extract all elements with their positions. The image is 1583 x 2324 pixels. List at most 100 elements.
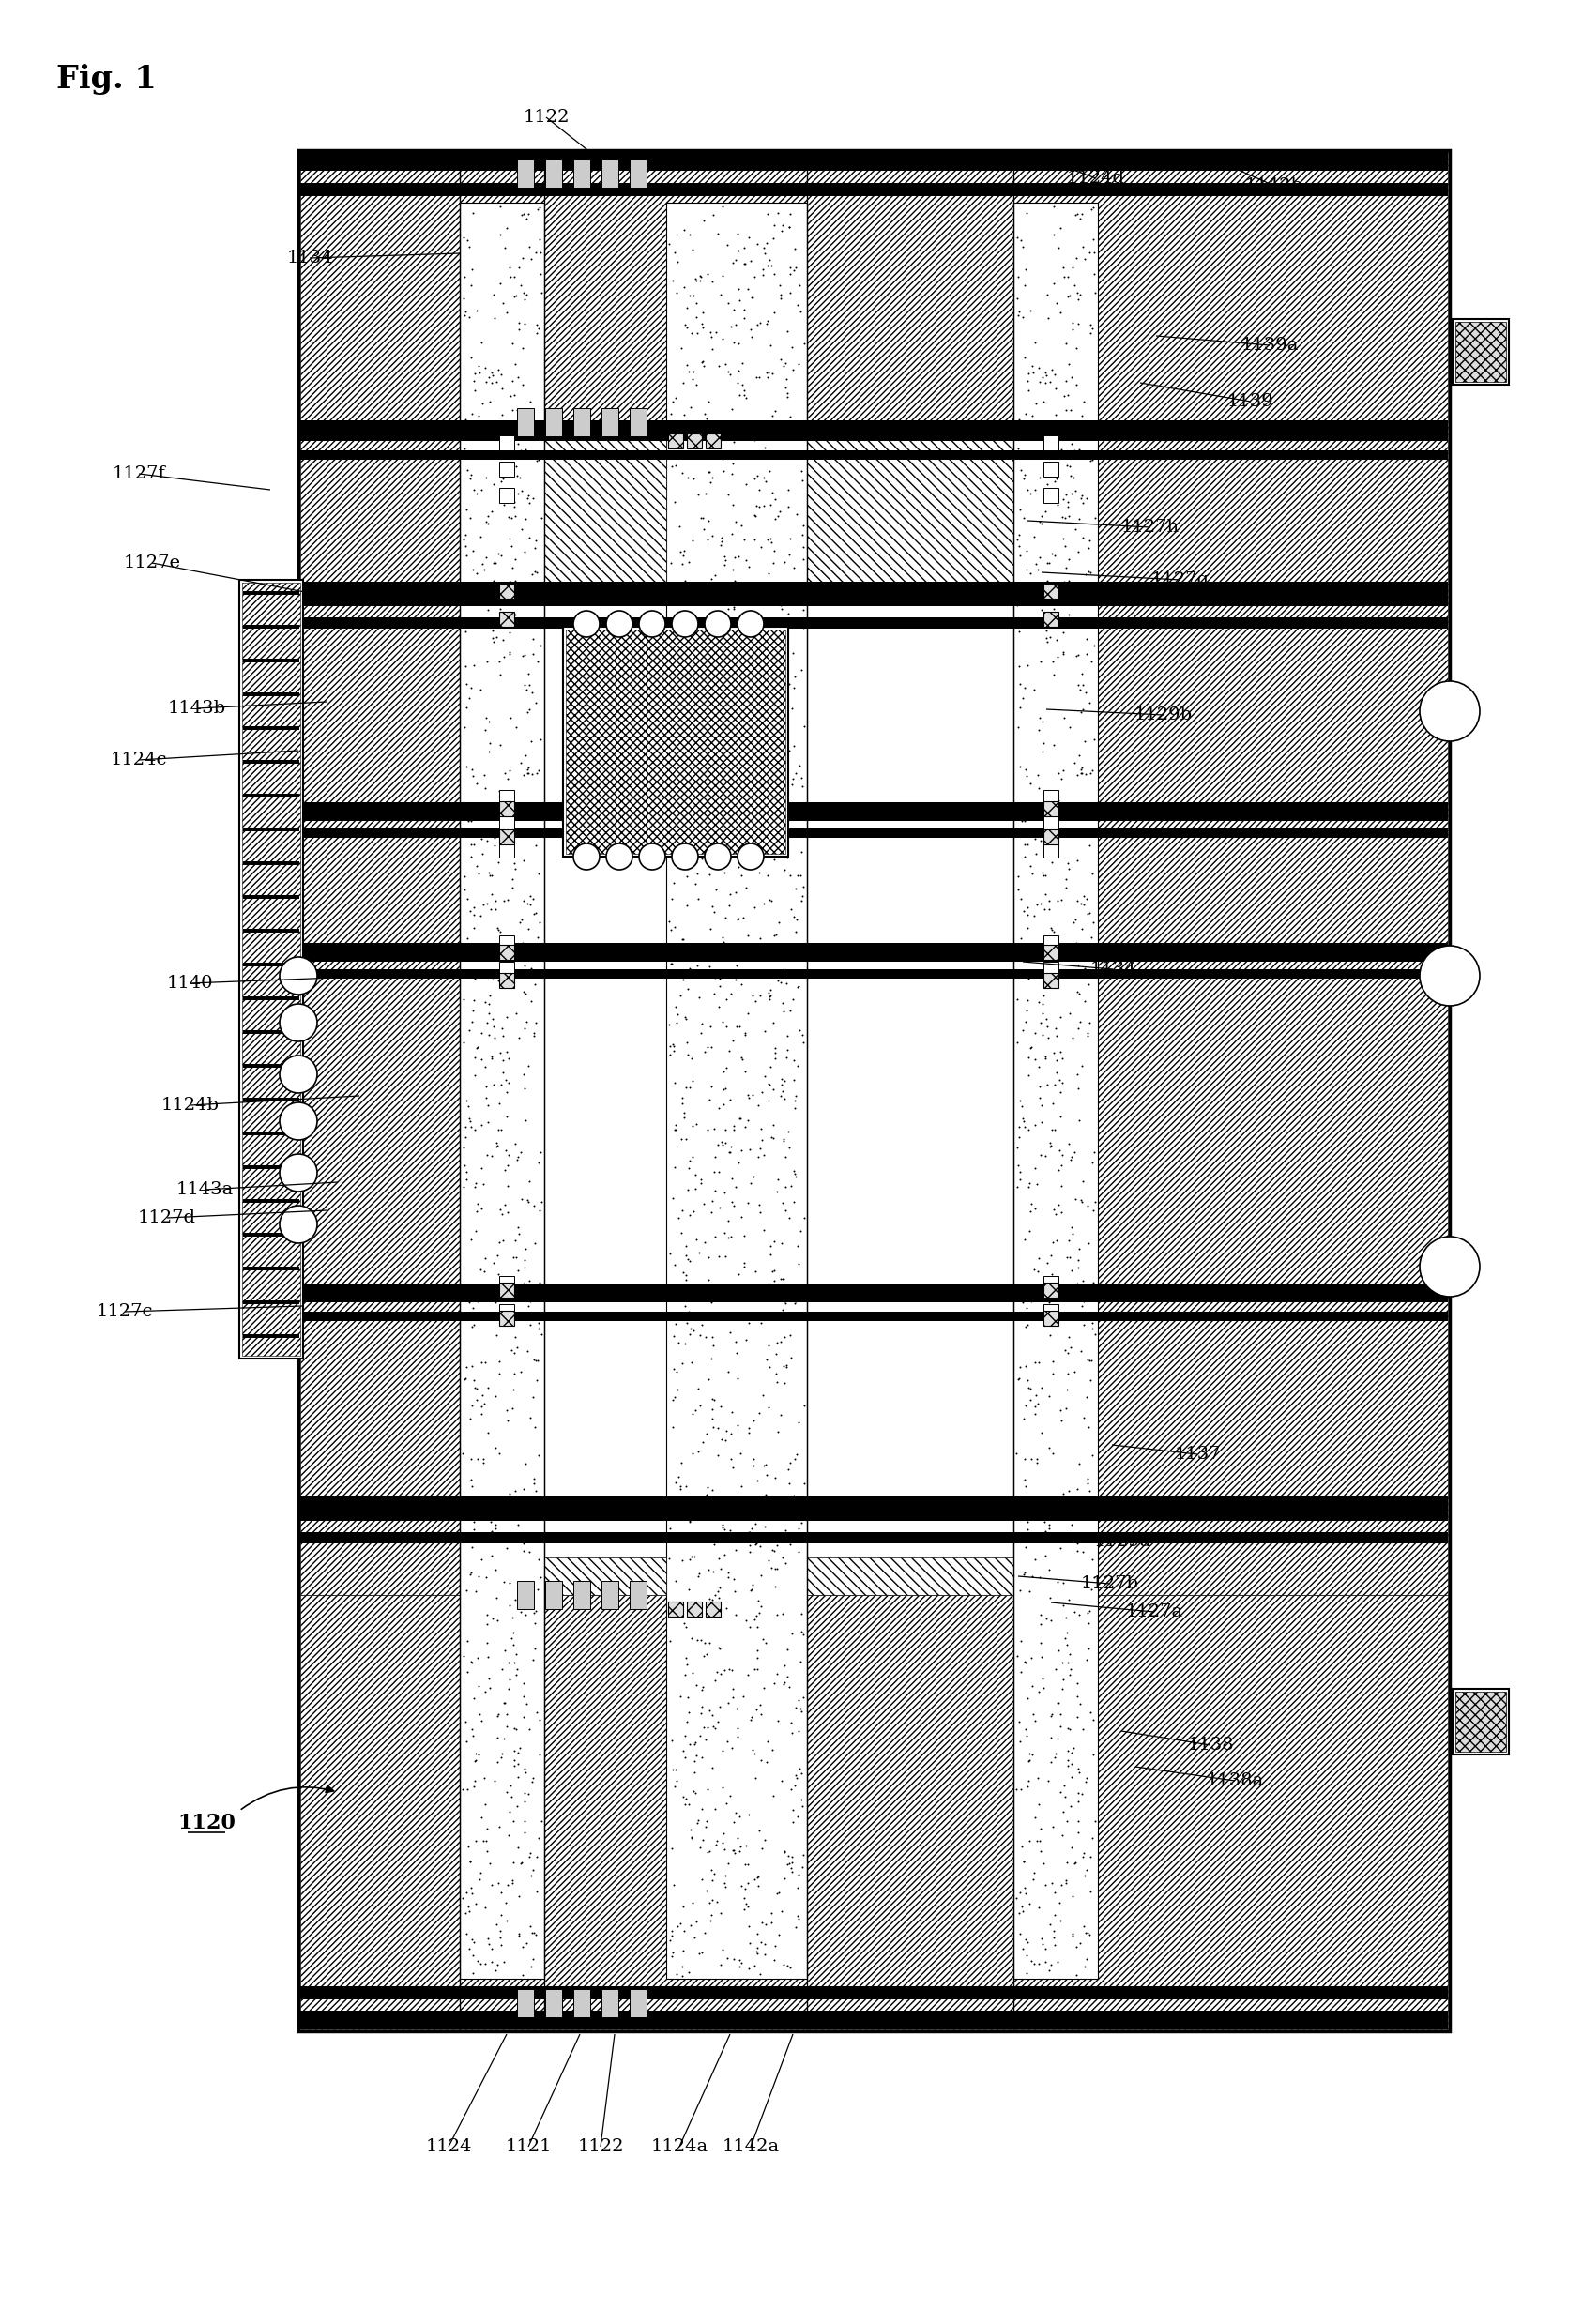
- Point: [481, 562, 507, 600]
- Point: [679, 1906, 704, 1943]
- Point: [1018, 1030, 1043, 1067]
- Point: [733, 1871, 758, 1908]
- Point: [1078, 307, 1103, 344]
- Point: [709, 523, 735, 560]
- Point: [1057, 1636, 1083, 1673]
- Point: [1040, 1808, 1065, 1845]
- Point: [503, 1222, 529, 1260]
- Point: [758, 486, 784, 523]
- Point: [475, 1920, 500, 1957]
- Point: [461, 363, 486, 400]
- Point: [714, 1009, 739, 1046]
- Point: [719, 1415, 744, 1452]
- Bar: [244, 658, 299, 662]
- Point: [660, 1380, 685, 1418]
- Point: [1051, 700, 1076, 737]
- Point: [1013, 193, 1038, 230]
- Point: [457, 1294, 483, 1332]
- Point: [456, 1929, 481, 1966]
- Point: [731, 899, 757, 937]
- Point: [1050, 1064, 1075, 1102]
- Point: [524, 644, 549, 681]
- Point: [1076, 1343, 1102, 1380]
- Point: [790, 1848, 815, 1885]
- Point: [1070, 432, 1095, 469]
- Point: [465, 790, 491, 827]
- Point: [689, 304, 714, 342]
- Point: [451, 858, 476, 895]
- Point: [1015, 909, 1040, 946]
- Point: [723, 1794, 749, 1831]
- Point: [780, 351, 806, 388]
- Point: [488, 772, 513, 809]
- Point: [720, 1023, 746, 1060]
- Point: [682, 644, 708, 681]
- Point: [708, 627, 733, 665]
- Point: [708, 1894, 733, 1931]
- Point: [459, 456, 484, 493]
- Point: [722, 414, 747, 451]
- Point: [760, 397, 785, 435]
- Point: [1012, 1643, 1037, 1680]
- Point: [511, 1055, 537, 1092]
- Point: [457, 1643, 483, 1680]
- Point: [461, 895, 486, 932]
- Point: [704, 1652, 730, 1690]
- Point: [462, 1039, 488, 1076]
- Point: [700, 1399, 725, 1436]
- Point: [1059, 458, 1084, 495]
- Point: [755, 1264, 780, 1301]
- Point: [459, 839, 484, 876]
- Point: [1027, 1834, 1053, 1871]
- Point: [746, 1271, 771, 1308]
- Point: [1012, 1462, 1037, 1499]
- Point: [524, 411, 549, 449]
- Point: [670, 1120, 695, 1157]
- Point: [488, 725, 513, 762]
- Point: [1081, 256, 1107, 293]
- Point: [484, 909, 510, 946]
- Point: [779, 1283, 804, 1320]
- Point: [716, 1202, 741, 1239]
- Point: [453, 400, 478, 437]
- Point: [742, 497, 768, 535]
- Point: [777, 1845, 803, 1882]
- Point: [494, 1708, 519, 1745]
- Circle shape: [606, 844, 633, 869]
- Point: [489, 356, 514, 393]
- Point: [1073, 1759, 1099, 1796]
- Point: [1037, 618, 1062, 655]
- Point: [703, 1662, 728, 1699]
- Point: [511, 946, 537, 983]
- Point: [659, 544, 684, 581]
- Point: [456, 1892, 481, 1929]
- Point: [739, 1076, 765, 1113]
- Point: [731, 290, 757, 328]
- Point: [700, 263, 725, 300]
- Point: [662, 1464, 687, 1501]
- Point: [722, 323, 747, 360]
- Point: [457, 1555, 483, 1592]
- Point: [507, 792, 532, 830]
- Point: [771, 544, 796, 581]
- Point: [1057, 1657, 1083, 1694]
- Point: [790, 593, 815, 630]
- Point: [456, 1088, 481, 1125]
- Point: [689, 1006, 714, 1043]
- Point: [518, 667, 543, 704]
- Point: [1012, 802, 1037, 839]
- Point: [516, 792, 541, 830]
- Point: [676, 792, 701, 830]
- Point: [1054, 390, 1080, 428]
- Point: [671, 267, 697, 304]
- Point: [671, 1887, 697, 1924]
- Point: [495, 1671, 521, 1708]
- Bar: [573, 1989, 590, 2017]
- Point: [1056, 497, 1081, 535]
- Bar: [244, 625, 299, 627]
- Bar: [244, 1132, 299, 1134]
- Point: [711, 1831, 736, 1868]
- Point: [746, 1813, 771, 1850]
- Point: [1076, 827, 1102, 865]
- Point: [720, 1448, 746, 1485]
